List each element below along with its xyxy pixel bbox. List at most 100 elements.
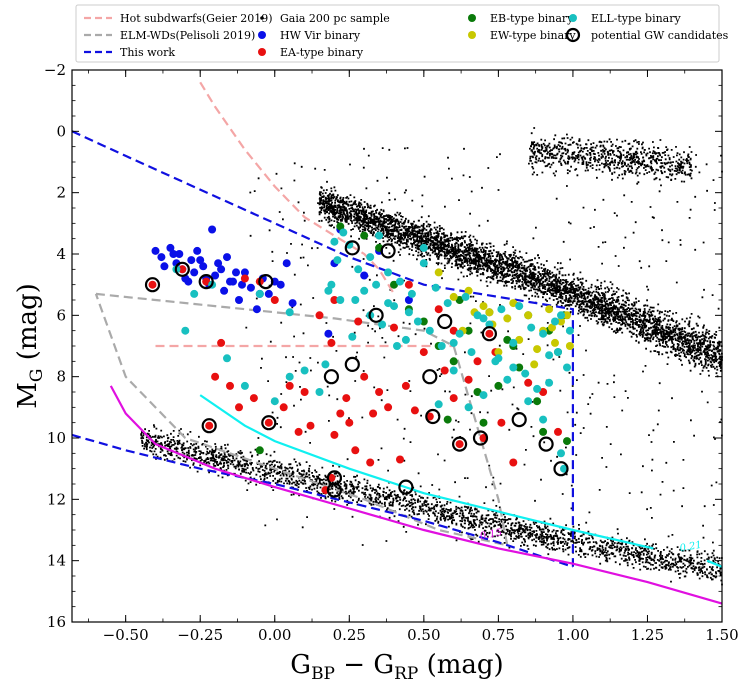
point-ea-type-binary — [330, 296, 339, 304]
point-ea-type-binary — [360, 372, 369, 381]
y-tick-label: 2 — [56, 184, 66, 202]
gaia-background-sample — [140, 127, 723, 586]
point-potential-gw-candidates — [344, 240, 360, 256]
point-ew-type-binary — [449, 292, 458, 301]
legend-label-ell-type-binary: ELL-type binary — [591, 12, 681, 25]
point-ell-type-binary — [384, 268, 393, 277]
y-tick-label: 4 — [56, 245, 66, 263]
point-ew-type-binary — [551, 338, 559, 347]
point-potential-gw-candidates — [198, 274, 214, 290]
point-ell-type-binary — [539, 415, 548, 424]
legend-handle-ell-type-binary — [569, 14, 577, 22]
point-ell-type-binary — [327, 280, 336, 289]
point-ell-type-binary — [524, 397, 533, 406]
point-ell-type-binary — [509, 363, 518, 372]
point-eb-type-binary — [443, 415, 452, 424]
point-ell-type-binary — [396, 277, 404, 286]
point-ew-type-binary — [509, 299, 518, 308]
point-ea-type-binary — [264, 418, 273, 427]
point-hw-vir-binary — [252, 305, 261, 314]
point-ell-type-binary — [560, 464, 568, 473]
point-eb-type-binary — [539, 427, 548, 436]
point-ell-type-binary — [479, 314, 488, 323]
point-ell-type-binary — [437, 342, 446, 350]
point-ell-type-binary — [449, 366, 458, 375]
point-hw-vir-binary — [232, 268, 240, 277]
point-ea-type-binary — [479, 434, 488, 442]
point-ea-type-binary — [390, 323, 398, 332]
y-tick-label: 0 — [56, 122, 66, 140]
point-ell-type-binary — [315, 388, 324, 396]
point-ell-type-binary — [181, 326, 190, 335]
point-ea-type-binary — [345, 418, 354, 427]
boundary-curves — [71, 81, 723, 605]
point-ell-type-binary — [339, 228, 348, 237]
x-tick-label: 0.75 — [482, 626, 515, 644]
legend-handle-eb-type-binary — [468, 14, 476, 22]
legend-label-gaia-200-pc-sample: Gaia 200 pc sample — [280, 12, 390, 25]
point-ell-type-binary — [554, 348, 562, 357]
point-eb-type-binary — [515, 363, 524, 372]
point-ell-type-binary — [461, 292, 470, 301]
point-ell-type-binary — [407, 289, 416, 298]
legend-handle-gaia-200-pc-sample — [260, 16, 264, 20]
y-tick-label: 16 — [47, 613, 66, 631]
point-ell-type-binary — [366, 253, 375, 262]
point-ew-type-binary — [565, 342, 574, 350]
legend-handle-ea-type-binary — [258, 48, 266, 56]
point-ea-type-binary — [404, 280, 413, 289]
point-ea-type-binary — [419, 348, 428, 357]
point-ew-type-binary — [545, 305, 554, 314]
point-ell-type-binary — [497, 305, 506, 314]
point-eb-type-binary — [479, 418, 488, 427]
point-ea-type-binary — [342, 394, 351, 403]
point-hw-vir-binary — [175, 250, 184, 258]
legend-label-eb-type-binary: EB-type binary — [490, 12, 574, 25]
x-tick-label: 0.00 — [258, 626, 291, 644]
point-hw-vir-binary — [187, 256, 196, 265]
point-eb-type-binary — [473, 388, 482, 396]
point-ell-type-binary — [384, 299, 393, 308]
point-ell-type-binary — [539, 329, 548, 338]
point-potential-gw-candidates — [261, 415, 277, 431]
legend-label-hw-vir-binary: HW Vir binary — [280, 29, 361, 42]
point-ea-type-binary — [384, 403, 393, 412]
point-hw-vir-binary — [238, 280, 246, 289]
legend-label-potential-gw-candidates: potential GW candidates — [591, 29, 729, 42]
point-ea-type-binary — [217, 338, 226, 347]
point-ell-type-binary — [551, 317, 559, 326]
legend-handle-ew-type-binary — [468, 31, 476, 39]
point-ell-type-binary — [425, 326, 434, 335]
point-ell-type-binary — [557, 311, 565, 320]
point-ell-type-binary — [285, 372, 294, 381]
point-hw-vir-binary — [240, 268, 249, 277]
point-ell-type-binary — [455, 329, 464, 338]
point-potential-gw-candidates — [472, 430, 489, 446]
point-ea-type-binary — [396, 455, 404, 464]
point-hw-vir-binary — [211, 271, 220, 280]
point-ell-type-binary — [464, 403, 473, 412]
legend-handle-hw-vir-binary — [258, 31, 266, 39]
point-ell-type-binary — [419, 243, 428, 252]
point-ea-type-binary — [473, 357, 482, 366]
point-ell-type-binary — [413, 317, 422, 326]
axis-ticks: −0.50 −0.25 0.00 0.25 0.50 0.75 1.00 1.25 1.50 −2… — [44, 61, 739, 644]
point-ell-type-binary — [375, 231, 384, 240]
point-ell-type-binary — [443, 299, 452, 308]
point-potential-gw-candidates — [425, 408, 441, 425]
point-eb-type-binary — [360, 231, 369, 240]
point-ea-type-binary — [148, 280, 157, 289]
point-ell-type-binary — [565, 326, 574, 335]
point-potential-gw-candidates — [344, 356, 360, 372]
point-hw-vir-binary — [404, 296, 413, 304]
point-ea-type-binary — [539, 388, 548, 396]
point-ew-type-binary — [548, 323, 556, 332]
curve-elm-wds-pelisoli-2019-2 — [94, 292, 509, 547]
legend-label-this-work: This work — [120, 46, 175, 59]
curve-label: 0.15 — [479, 527, 503, 542]
point-ell-type-binary — [300, 366, 309, 375]
point-hw-vir-binary — [360, 271, 369, 280]
point-ea-type-binary — [434, 305, 443, 314]
point-hw-vir-binary — [235, 296, 243, 304]
